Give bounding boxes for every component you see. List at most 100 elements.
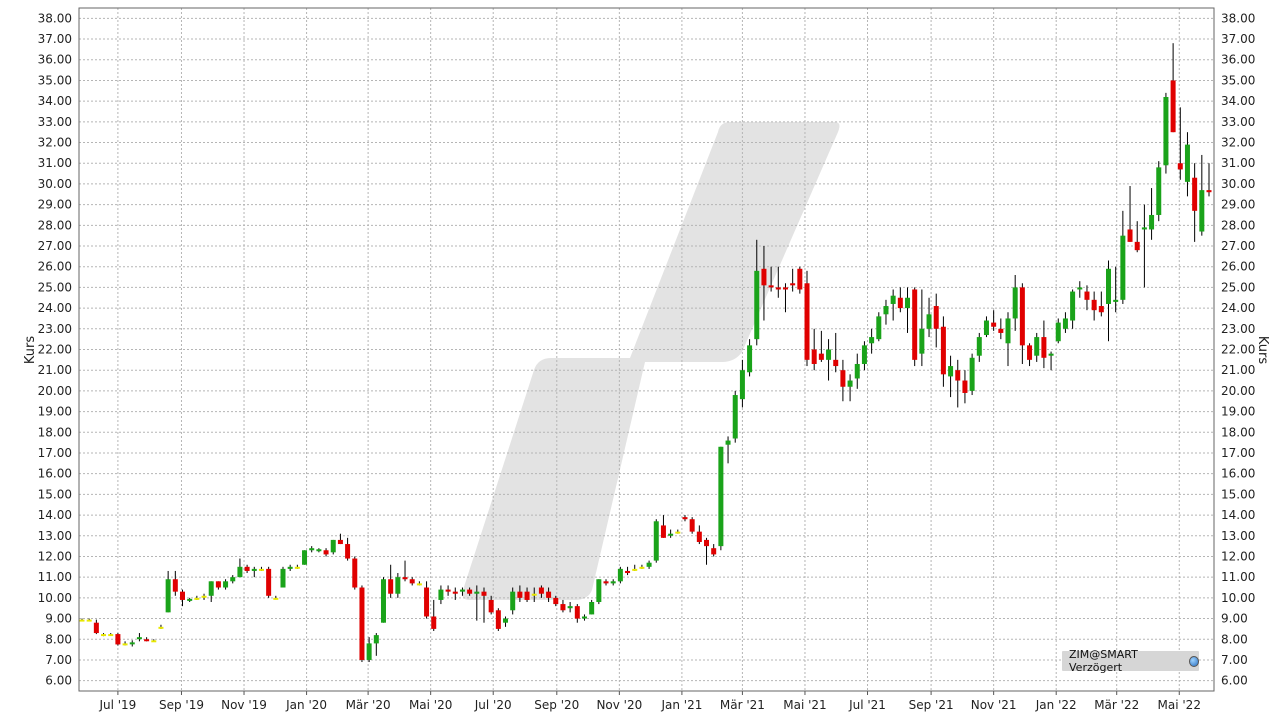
- y-tick-label-left: 31.00: [38, 156, 72, 170]
- candle-body: [905, 297, 911, 309]
- candle-body: [503, 618, 509, 623]
- candle: [775, 266, 781, 298]
- candle-body: [366, 643, 372, 660]
- candle-body: [1177, 163, 1183, 170]
- y-tick-label-left: 27.00: [38, 239, 72, 253]
- candle: [122, 641, 128, 646]
- candle: [1019, 283, 1025, 364]
- candle-body: [1048, 353, 1054, 356]
- candle: [179, 589, 185, 607]
- y-tick-label-left: 21.00: [38, 363, 72, 377]
- y-tick-label-right: 22.00: [1221, 343, 1255, 357]
- x-tick-label: Jul '20: [474, 698, 512, 712]
- candle-body: [495, 610, 501, 629]
- candle: [869, 328, 875, 354]
- candle-body: [711, 548, 717, 555]
- candle: [93, 619, 99, 635]
- candle-body: [646, 562, 652, 567]
- candle: [474, 585, 480, 621]
- y-tick-label-right: 38.00: [1221, 11, 1255, 25]
- candle-body: [704, 539, 710, 547]
- candle-body: [402, 577, 408, 580]
- y-tick-label-right: 23.00: [1221, 322, 1255, 336]
- candle-body: [660, 525, 666, 538]
- candle: [208, 581, 214, 603]
- candle-body: [617, 568, 623, 582]
- candle-body: [1127, 229, 1133, 242]
- candle: [287, 564, 293, 571]
- candle-body: [1055, 322, 1061, 342]
- candle: [675, 529, 681, 534]
- candle-body: [115, 634, 121, 645]
- candle: [919, 289, 925, 367]
- y-tick-label-right: 28.00: [1221, 218, 1255, 232]
- y-tick-label-left: 26.00: [38, 260, 72, 274]
- candle: [1027, 343, 1033, 367]
- candle: [201, 593, 207, 600]
- candle: [452, 587, 458, 600]
- candle: [1127, 185, 1133, 242]
- globe-icon: [1188, 655, 1199, 667]
- candle: [1156, 161, 1162, 222]
- candle-body: [890, 295, 896, 304]
- candle: [352, 556, 358, 590]
- candle-body: [380, 579, 386, 623]
- candle: [754, 239, 760, 346]
- candle-body: [1098, 306, 1104, 313]
- candle-body: [797, 268, 803, 290]
- candle-body: [1077, 287, 1083, 290]
- candle-body: [330, 539, 336, 553]
- candle: [811, 328, 817, 371]
- candle: [696, 525, 702, 545]
- candle: [258, 566, 264, 571]
- y-tick-label-left: 30.00: [38, 177, 72, 191]
- y-tick-label-left: 10.00: [38, 591, 72, 605]
- y-tick-label-right: 26.00: [1221, 260, 1255, 274]
- candle-body: [1170, 80, 1176, 133]
- candle-body: [689, 519, 695, 532]
- candle: [158, 624, 164, 629]
- candle-body: [1134, 241, 1140, 251]
- y-tick-label-right: 16.00: [1221, 467, 1255, 481]
- y-tick-label-left: 34.00: [38, 94, 72, 108]
- candle-body: [854, 363, 860, 379]
- y-tick-label-left: 16.00: [38, 467, 72, 481]
- candle: [1170, 43, 1176, 133]
- candle-body: [933, 306, 939, 329]
- candle-body: [467, 589, 473, 594]
- candle-body: [581, 616, 587, 619]
- candle: [940, 316, 946, 387]
- candle: [596, 579, 602, 605]
- candle: [388, 564, 394, 598]
- candle: [639, 564, 645, 569]
- candle-body: [876, 316, 882, 340]
- candle: [1005, 312, 1011, 367]
- candle: [438, 585, 444, 605]
- candle-body: [940, 326, 946, 375]
- candle: [1034, 332, 1040, 362]
- candle-body: [237, 566, 243, 578]
- candle: [581, 614, 587, 621]
- y-tick-label-left: 7.00: [45, 653, 72, 667]
- candle-body: [101, 634, 107, 637]
- candle: [976, 332, 982, 362]
- candle: [1149, 188, 1155, 240]
- candle-body: [316, 549, 322, 552]
- candle-body: [747, 345, 753, 373]
- candle: [905, 287, 911, 333]
- candle: [424, 581, 430, 619]
- y-tick-label-right: 34.00: [1221, 94, 1255, 108]
- y-tick-label-right: 9.00: [1221, 612, 1248, 626]
- candle-body: [976, 337, 982, 356]
- candle-body: [912, 289, 918, 360]
- candle: [1070, 289, 1076, 329]
- x-tick-label: Mär '22: [1094, 698, 1139, 712]
- candle-body: [718, 446, 724, 547]
- candle-body: [725, 440, 731, 445]
- candle-body: [682, 517, 688, 520]
- candle-body: [86, 619, 92, 622]
- candle: [481, 587, 487, 623]
- candle: [1163, 92, 1169, 174]
